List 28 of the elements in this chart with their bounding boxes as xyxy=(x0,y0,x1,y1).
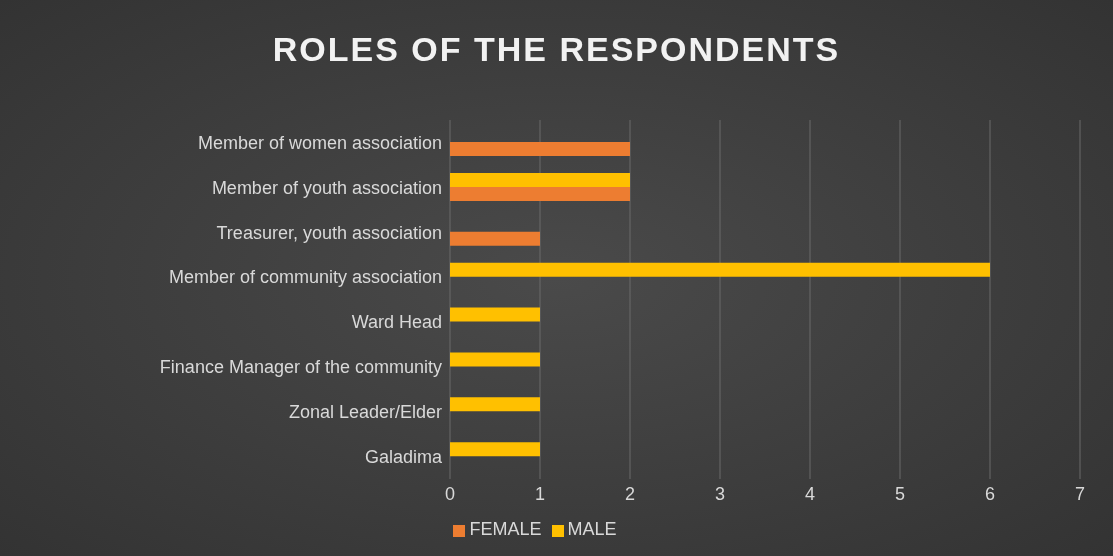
y-tick-label: Member of women association xyxy=(197,132,442,153)
bar xyxy=(450,142,630,156)
bar xyxy=(450,231,540,246)
bar xyxy=(450,172,630,187)
y-tick-label: Galadima xyxy=(364,446,443,467)
bar xyxy=(450,186,630,201)
legend-label: FEMALE xyxy=(469,519,542,539)
legend-label: MALE xyxy=(567,519,617,539)
x-tick-label: 2 xyxy=(624,483,636,504)
x-tick-label: 1 xyxy=(534,483,546,504)
x-tick-label: 7 xyxy=(1074,483,1086,504)
bar xyxy=(450,307,540,322)
x-tick-label: 3 xyxy=(714,483,726,504)
x-tick-label: 5 xyxy=(894,483,906,504)
x-tick-label: 0 xyxy=(444,483,456,504)
y-tick-label: Member of community association xyxy=(168,267,442,288)
x-tick-label: 4 xyxy=(804,483,816,504)
bar xyxy=(450,442,540,457)
y-tick-label: Finance Manager of the community xyxy=(159,357,442,378)
x-tick-label: 6 xyxy=(984,483,996,504)
bar xyxy=(450,397,540,412)
y-tick-label: Ward Head xyxy=(351,312,442,333)
y-tick-label: Treasurer, youth association xyxy=(216,222,442,243)
bar xyxy=(450,352,540,367)
y-tick-label: Zonal Leader/Elder xyxy=(288,402,442,423)
bar xyxy=(450,262,990,277)
chart-title: ROLES OF THE RESPONDENTS xyxy=(271,30,842,69)
y-tick-label: Member of youth association xyxy=(211,177,442,198)
